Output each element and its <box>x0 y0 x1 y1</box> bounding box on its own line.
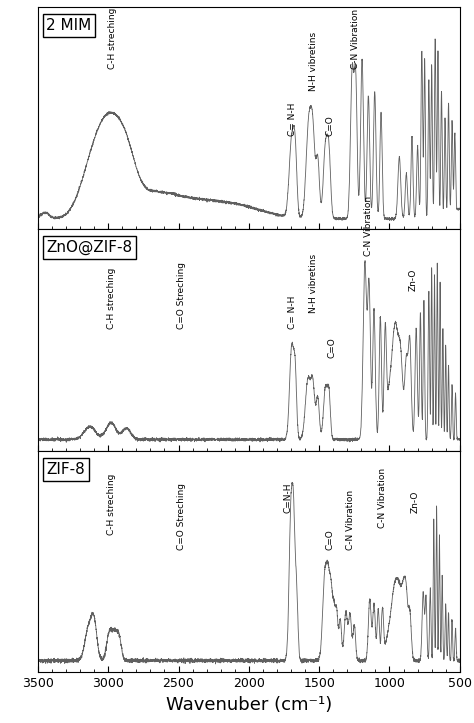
Text: Zn-O: Zn-O <box>410 490 419 513</box>
Text: C-N Vibration: C-N Vibration <box>351 9 360 69</box>
X-axis label: Wavenuber (cm⁻¹): Wavenuber (cm⁻¹) <box>166 696 332 714</box>
Text: 2 MIM: 2 MIM <box>46 18 91 33</box>
Text: C= N-H: C= N-H <box>288 103 297 136</box>
Text: ZIF-8: ZIF-8 <box>46 462 85 476</box>
Text: Zn-O: Zn-O <box>408 269 417 291</box>
Text: C=O: C=O <box>328 337 337 358</box>
Text: C-H streching: C-H streching <box>107 474 116 535</box>
Text: C= N-H: C= N-H <box>288 296 297 329</box>
Text: N-H vibretins: N-H vibretins <box>309 33 318 92</box>
Text: C=O: C=O <box>326 115 335 136</box>
Text: C=O Streching: C=O Streching <box>177 484 186 550</box>
Text: N-H vibretins: N-H vibretins <box>309 254 318 313</box>
Text: C-N Vibration: C-N Vibration <box>378 469 387 529</box>
Text: C-N Vibration: C-N Vibration <box>346 490 355 550</box>
Text: C=N-H: C=N-H <box>284 482 293 513</box>
Text: C-H streching: C-H streching <box>107 268 116 329</box>
Text: C=O Streching: C=O Streching <box>177 262 186 329</box>
Text: ZnO@ZIF-8: ZnO@ZIF-8 <box>46 240 132 255</box>
Text: C-N Vibration: C-N Vibration <box>364 195 373 255</box>
Text: C-H streching: C-H streching <box>108 8 117 69</box>
Text: C=O: C=O <box>326 530 335 550</box>
